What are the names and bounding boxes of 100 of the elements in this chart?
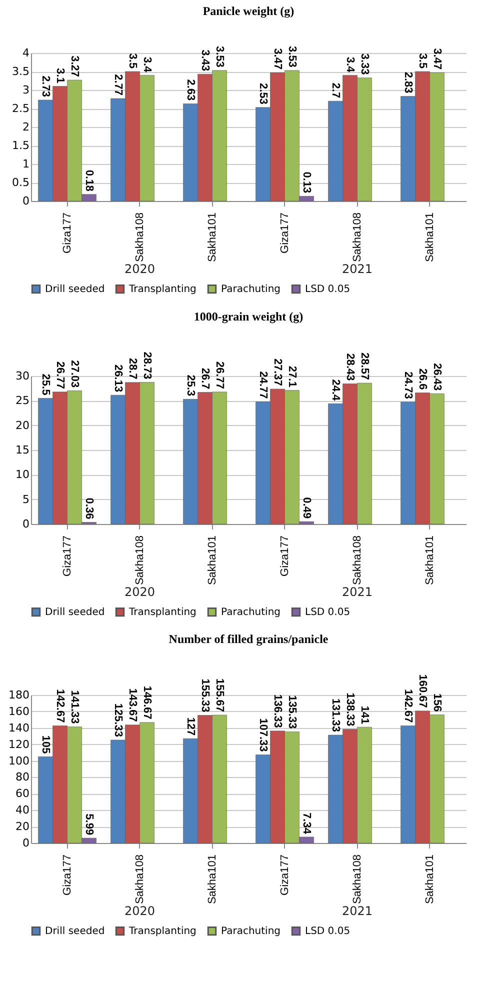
y-tick-label: 4 <box>22 46 30 60</box>
x-tick-label: Sakha108 <box>134 212 146 262</box>
y-tick-label: 140 <box>8 721 30 734</box>
text: 2020 <box>124 904 156 918</box>
data-label: 2.63 <box>184 79 196 101</box>
legend-label: Drill seeded <box>45 607 105 618</box>
data-label: 2.7 <box>330 82 342 98</box>
y-tick-label: 0.5 <box>12 176 30 189</box>
data-label: 0.13 <box>300 172 312 194</box>
data-label: 127 <box>184 717 196 736</box>
data-label: 3.5 <box>126 53 138 68</box>
y-tick-label: 120 <box>8 738 30 751</box>
legend-label: Transplanting <box>128 607 196 618</box>
data-label: 27.37 <box>272 358 284 386</box>
chart-title: Panicle weight (g) <box>202 4 294 18</box>
data-label: 3.27 <box>68 56 80 78</box>
x-tick-label: Sakha101 <box>206 212 218 262</box>
x-tick-label: Giza177 <box>61 212 74 254</box>
y-tick-label: 0 <box>22 836 30 850</box>
text: 2021 <box>342 262 373 276</box>
data-label: 146.67 <box>141 686 153 720</box>
data-label: 0.18 <box>83 170 95 192</box>
data-label: 24.73 <box>402 371 414 399</box>
y-tick-label: 20 <box>16 820 30 834</box>
y-tick-label: 60 <box>16 787 30 800</box>
data-label: 142.67 <box>402 689 414 723</box>
data-label: 28.43 <box>344 353 356 381</box>
legend-label: Parachuting <box>221 607 281 618</box>
data-label: 27.1 <box>286 366 298 388</box>
data-label: 28.57 <box>358 352 370 380</box>
y-tick-label: 15 <box>16 444 30 456</box>
data-label: 3.4 <box>344 56 356 74</box>
data-label: 24.77 <box>257 371 269 399</box>
x-tick-label: Sakha101 <box>424 536 436 586</box>
data-label: 107.33 <box>257 718 269 752</box>
data-label: 3.1 <box>54 68 66 84</box>
y-tick-label: 5 <box>22 492 30 506</box>
data-label: 156 <box>431 693 443 712</box>
text: 2020 <box>124 585 156 599</box>
x-tick-label: Sakha108 <box>351 212 364 262</box>
text: 2021 <box>342 904 373 918</box>
data-label: 3.33 <box>358 53 370 75</box>
x-tick-label: Giza177 <box>278 536 291 576</box>
data-label: 141.33 <box>68 690 80 724</box>
legend-label: Drill seeded <box>45 284 105 296</box>
data-label: 3.43 <box>199 50 211 72</box>
data-label: 105 <box>40 735 52 754</box>
data-label: 26.77 <box>54 361 66 389</box>
x-tick-label: Giza177 <box>61 854 74 896</box>
data-label: 26.13 <box>112 364 124 392</box>
y-tick-label: 25 <box>16 394 30 408</box>
data-label: 131.33 <box>330 698 342 732</box>
data-label: 125.33 <box>112 703 124 737</box>
chart-title: 1000-grain weight (g) <box>194 310 304 324</box>
y-tick-label: 1 <box>22 158 30 170</box>
data-label: 26.43 <box>431 363 443 391</box>
data-label: 3.53 <box>286 46 298 68</box>
legend-label: LSD 0.05 <box>305 284 350 296</box>
legend-label: Parachuting <box>221 926 281 938</box>
data-label: 2.73 <box>40 76 52 97</box>
data-label: 141 <box>358 706 370 724</box>
data-label: 26.7 <box>199 368 211 390</box>
x-tick-label: Sakha101 <box>424 854 436 904</box>
data-label: 143.67 <box>126 688 138 722</box>
legend-label: LSD 0.05 <box>305 926 350 938</box>
x-tick-label: Sakha108 <box>351 536 364 586</box>
data-label: 24.4 <box>330 379 342 402</box>
data-label: 3.5 <box>416 53 428 68</box>
data-label: 0.36 <box>83 498 95 520</box>
data-label: 3.47 <box>272 48 284 70</box>
data-label: 26.6 <box>416 368 428 390</box>
y-tick-label: 1.5 <box>12 139 30 152</box>
legend-label: Transplanting <box>128 284 196 296</box>
legend-label: Parachuting <box>221 284 281 296</box>
data-label: 3.4 <box>141 56 153 74</box>
data-label: 25.5 <box>40 374 52 396</box>
y-tick-label: 40 <box>16 804 30 817</box>
data-label: 135.33 <box>286 695 298 729</box>
data-label: 7.34 <box>300 812 312 835</box>
x-tick-label: Sakha108 <box>351 854 364 904</box>
data-label: 3.47 <box>431 48 443 70</box>
y-tick-label: 100 <box>8 754 30 768</box>
y-tick-label: 20 <box>16 418 30 432</box>
x-tick-label: Giza177 <box>278 212 291 254</box>
legend-label: Drill seeded <box>45 926 105 938</box>
data-label: 155.67 <box>214 678 226 712</box>
data-label: 27.03 <box>68 360 80 388</box>
legend-label: Transplanting <box>128 926 196 938</box>
data-label: 2.83 <box>402 72 414 94</box>
data-label: 5.99 <box>83 814 95 836</box>
chart-title: Number of filled grains/panicle <box>168 632 329 646</box>
y-tick-label: 3 <box>22 84 30 96</box>
data-label: 138.33 <box>344 692 356 726</box>
text: 2021 <box>342 585 373 599</box>
data-label: 3.53 <box>214 46 226 68</box>
data-label: 155.33 <box>199 678 211 712</box>
y-tick-label: 0 <box>22 518 30 530</box>
data-label: 25.3 <box>184 374 196 396</box>
legend-label: LSD 0.05 <box>305 607 350 618</box>
y-tick-label: 160 <box>8 704 30 718</box>
